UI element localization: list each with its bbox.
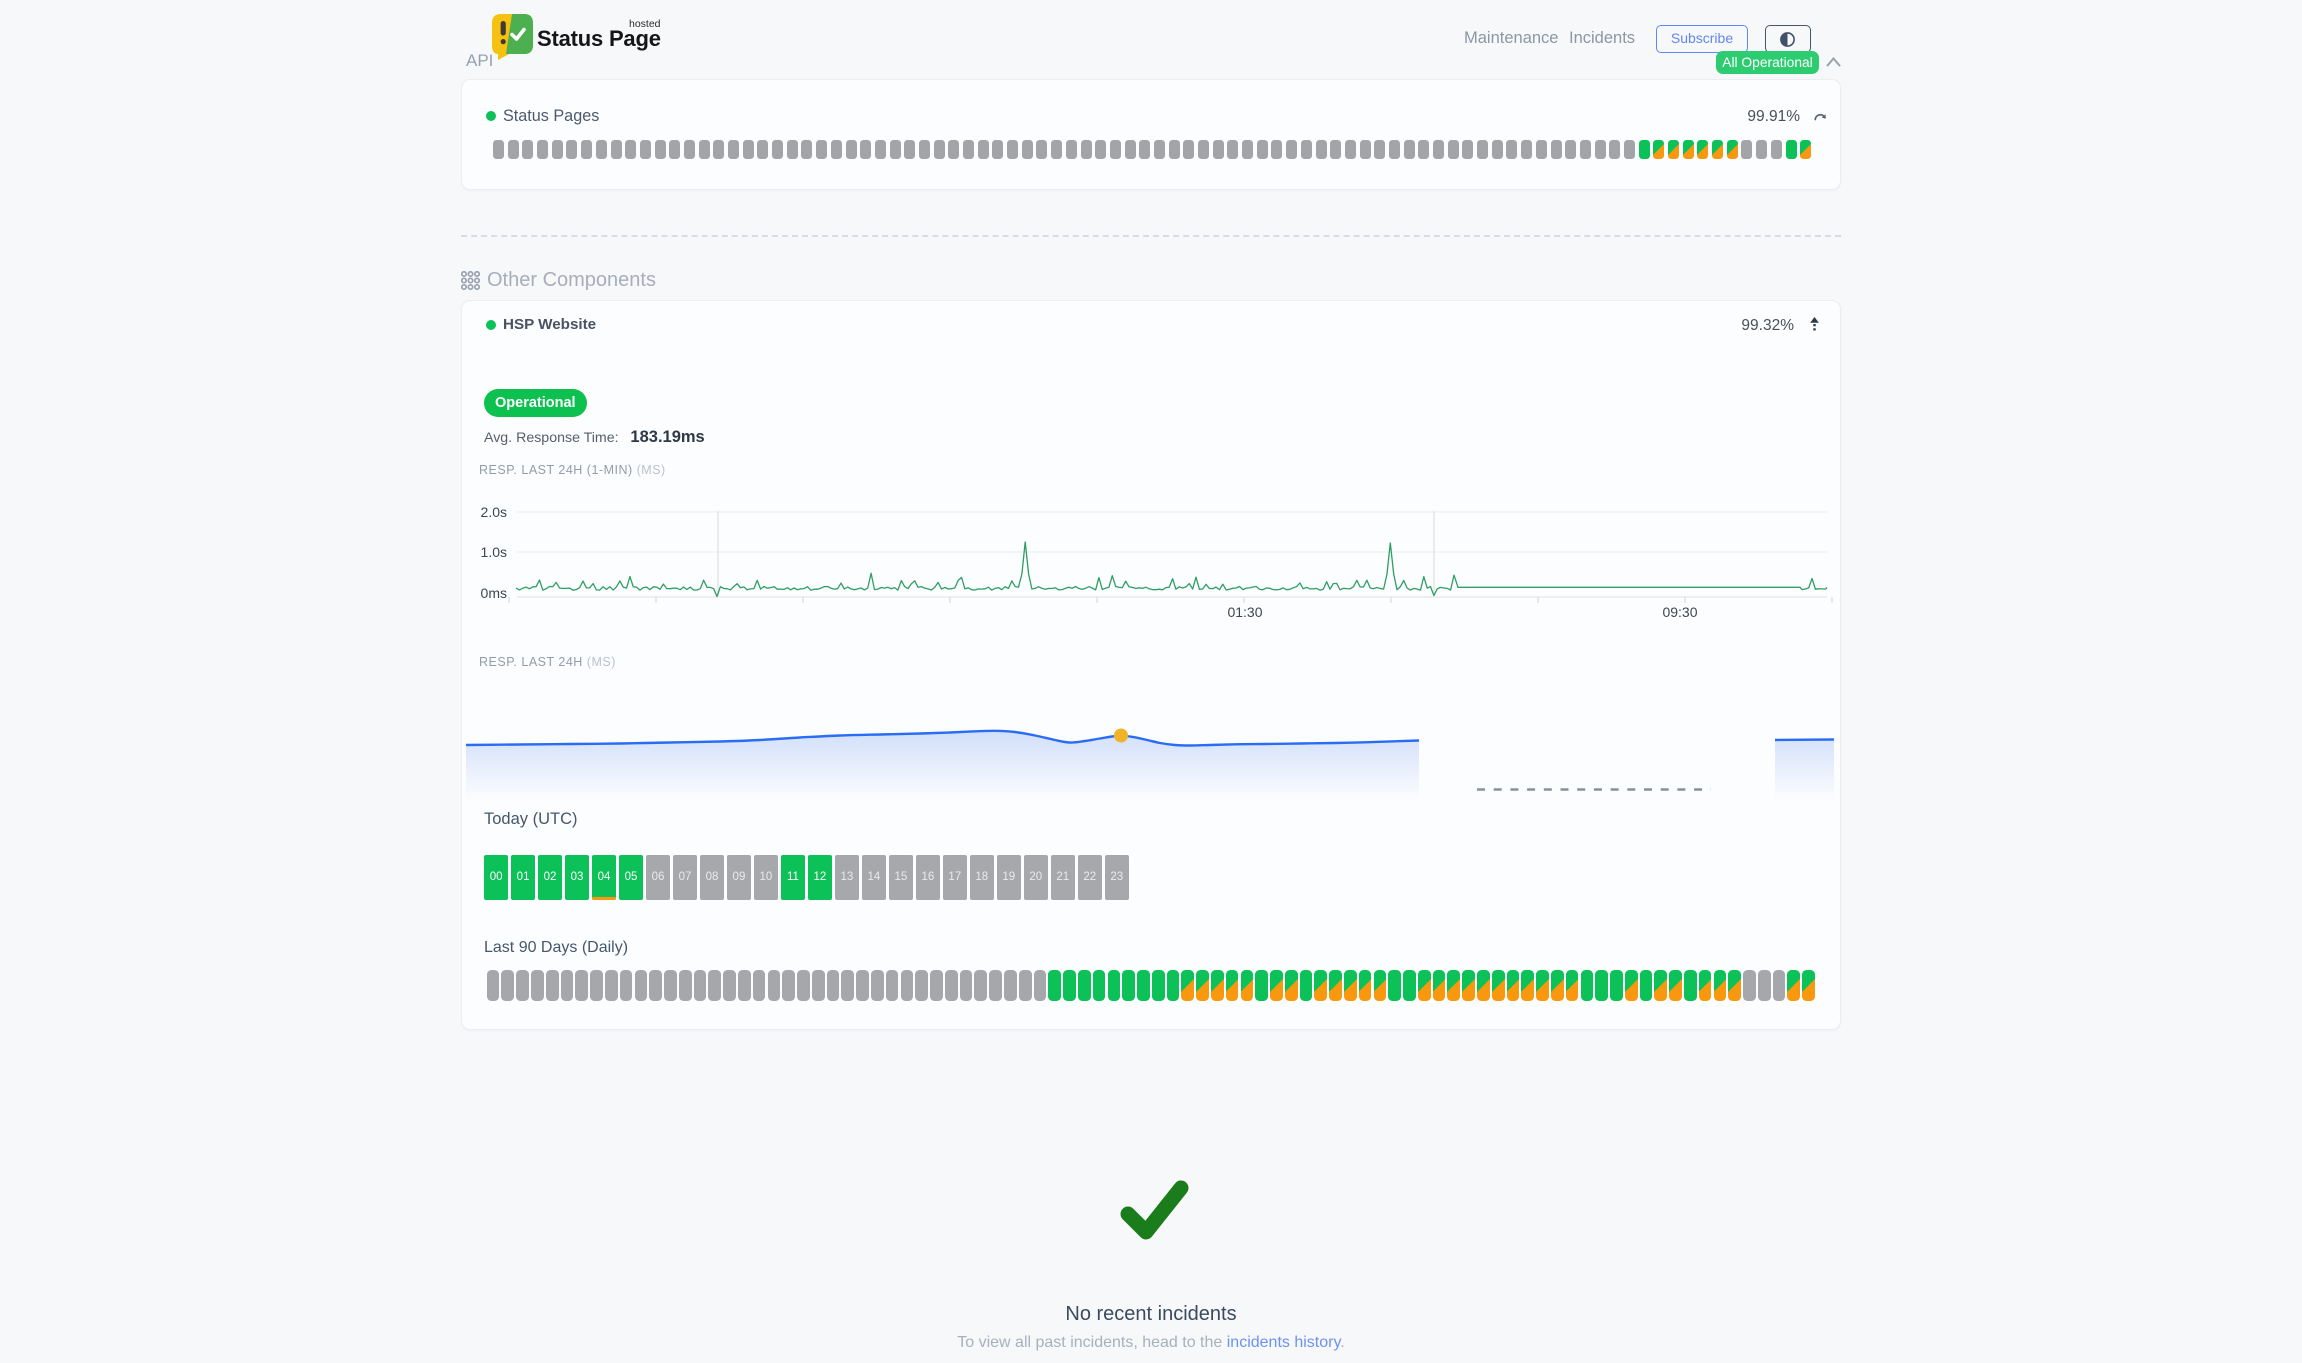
svg-text:1.0s: 1.0s xyxy=(481,544,507,560)
svg-text:0ms: 0ms xyxy=(481,585,507,601)
svg-text:09:30: 09:30 xyxy=(1662,604,1697,620)
svg-text:01:30: 01:30 xyxy=(1227,604,1262,620)
svg-text:2.0s: 2.0s xyxy=(481,504,507,520)
